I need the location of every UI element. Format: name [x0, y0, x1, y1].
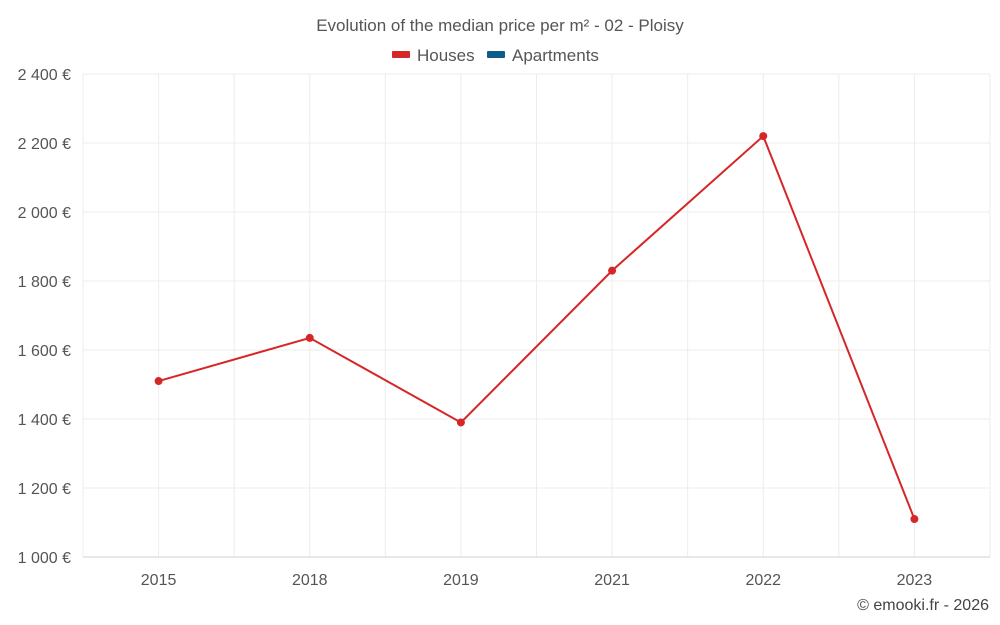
data-point[interactable]: [456, 418, 465, 427]
y-axis: 1 000 € 1 200 € 1 400 € 1 600 € 1 800 € 2 000…: [18, 67, 71, 567]
legend-label: Houses: [417, 46, 475, 65]
legend-label: Apartments: [512, 46, 599, 65]
legend-item-houses[interactable]: Houses: [392, 46, 475, 65]
y-tick-label: 2 200 €: [18, 136, 71, 153]
x-tick-label: 2022: [745, 572, 781, 589]
data-point[interactable]: [759, 132, 768, 141]
chart-title: Evolution of the median price per m² - 0…: [316, 16, 684, 35]
data-point[interactable]: [608, 266, 617, 275]
series: [154, 132, 919, 524]
data-point[interactable]: [305, 333, 314, 342]
legend: Houses Apartments: [392, 46, 599, 65]
data-point[interactable]: [154, 377, 163, 386]
data-point[interactable]: [910, 515, 919, 524]
x-tick-label: 2015: [141, 572, 177, 589]
y-tick-label: 1 200 €: [18, 481, 71, 498]
y-tick-label: 1 800 €: [18, 274, 71, 291]
x-axis: 2015 2018 2019 2021 2022 2023: [83, 556, 990, 589]
y-tick-label: 1 000 €: [18, 550, 71, 567]
x-tick-label: 2023: [897, 572, 933, 589]
series-line-houses: [158, 134, 916, 520]
legend-item-apartments[interactable]: Apartments: [487, 46, 599, 65]
x-tick-label: 2018: [292, 572, 328, 589]
y-tick-label: 2 400 €: [18, 67, 71, 84]
x-tick-label: 2019: [443, 572, 479, 589]
grid: [82, 73, 991, 557]
credit-text: © emooki.fr - 2026: [857, 597, 989, 614]
y-tick-label: 1 400 €: [18, 412, 71, 429]
legend-swatch: [487, 51, 505, 58]
legend-swatch: [392, 51, 410, 58]
y-tick-label: 1 600 €: [18, 343, 71, 360]
y-tick-label: 2 000 €: [18, 205, 71, 222]
x-tick-label: 2021: [594, 572, 630, 589]
